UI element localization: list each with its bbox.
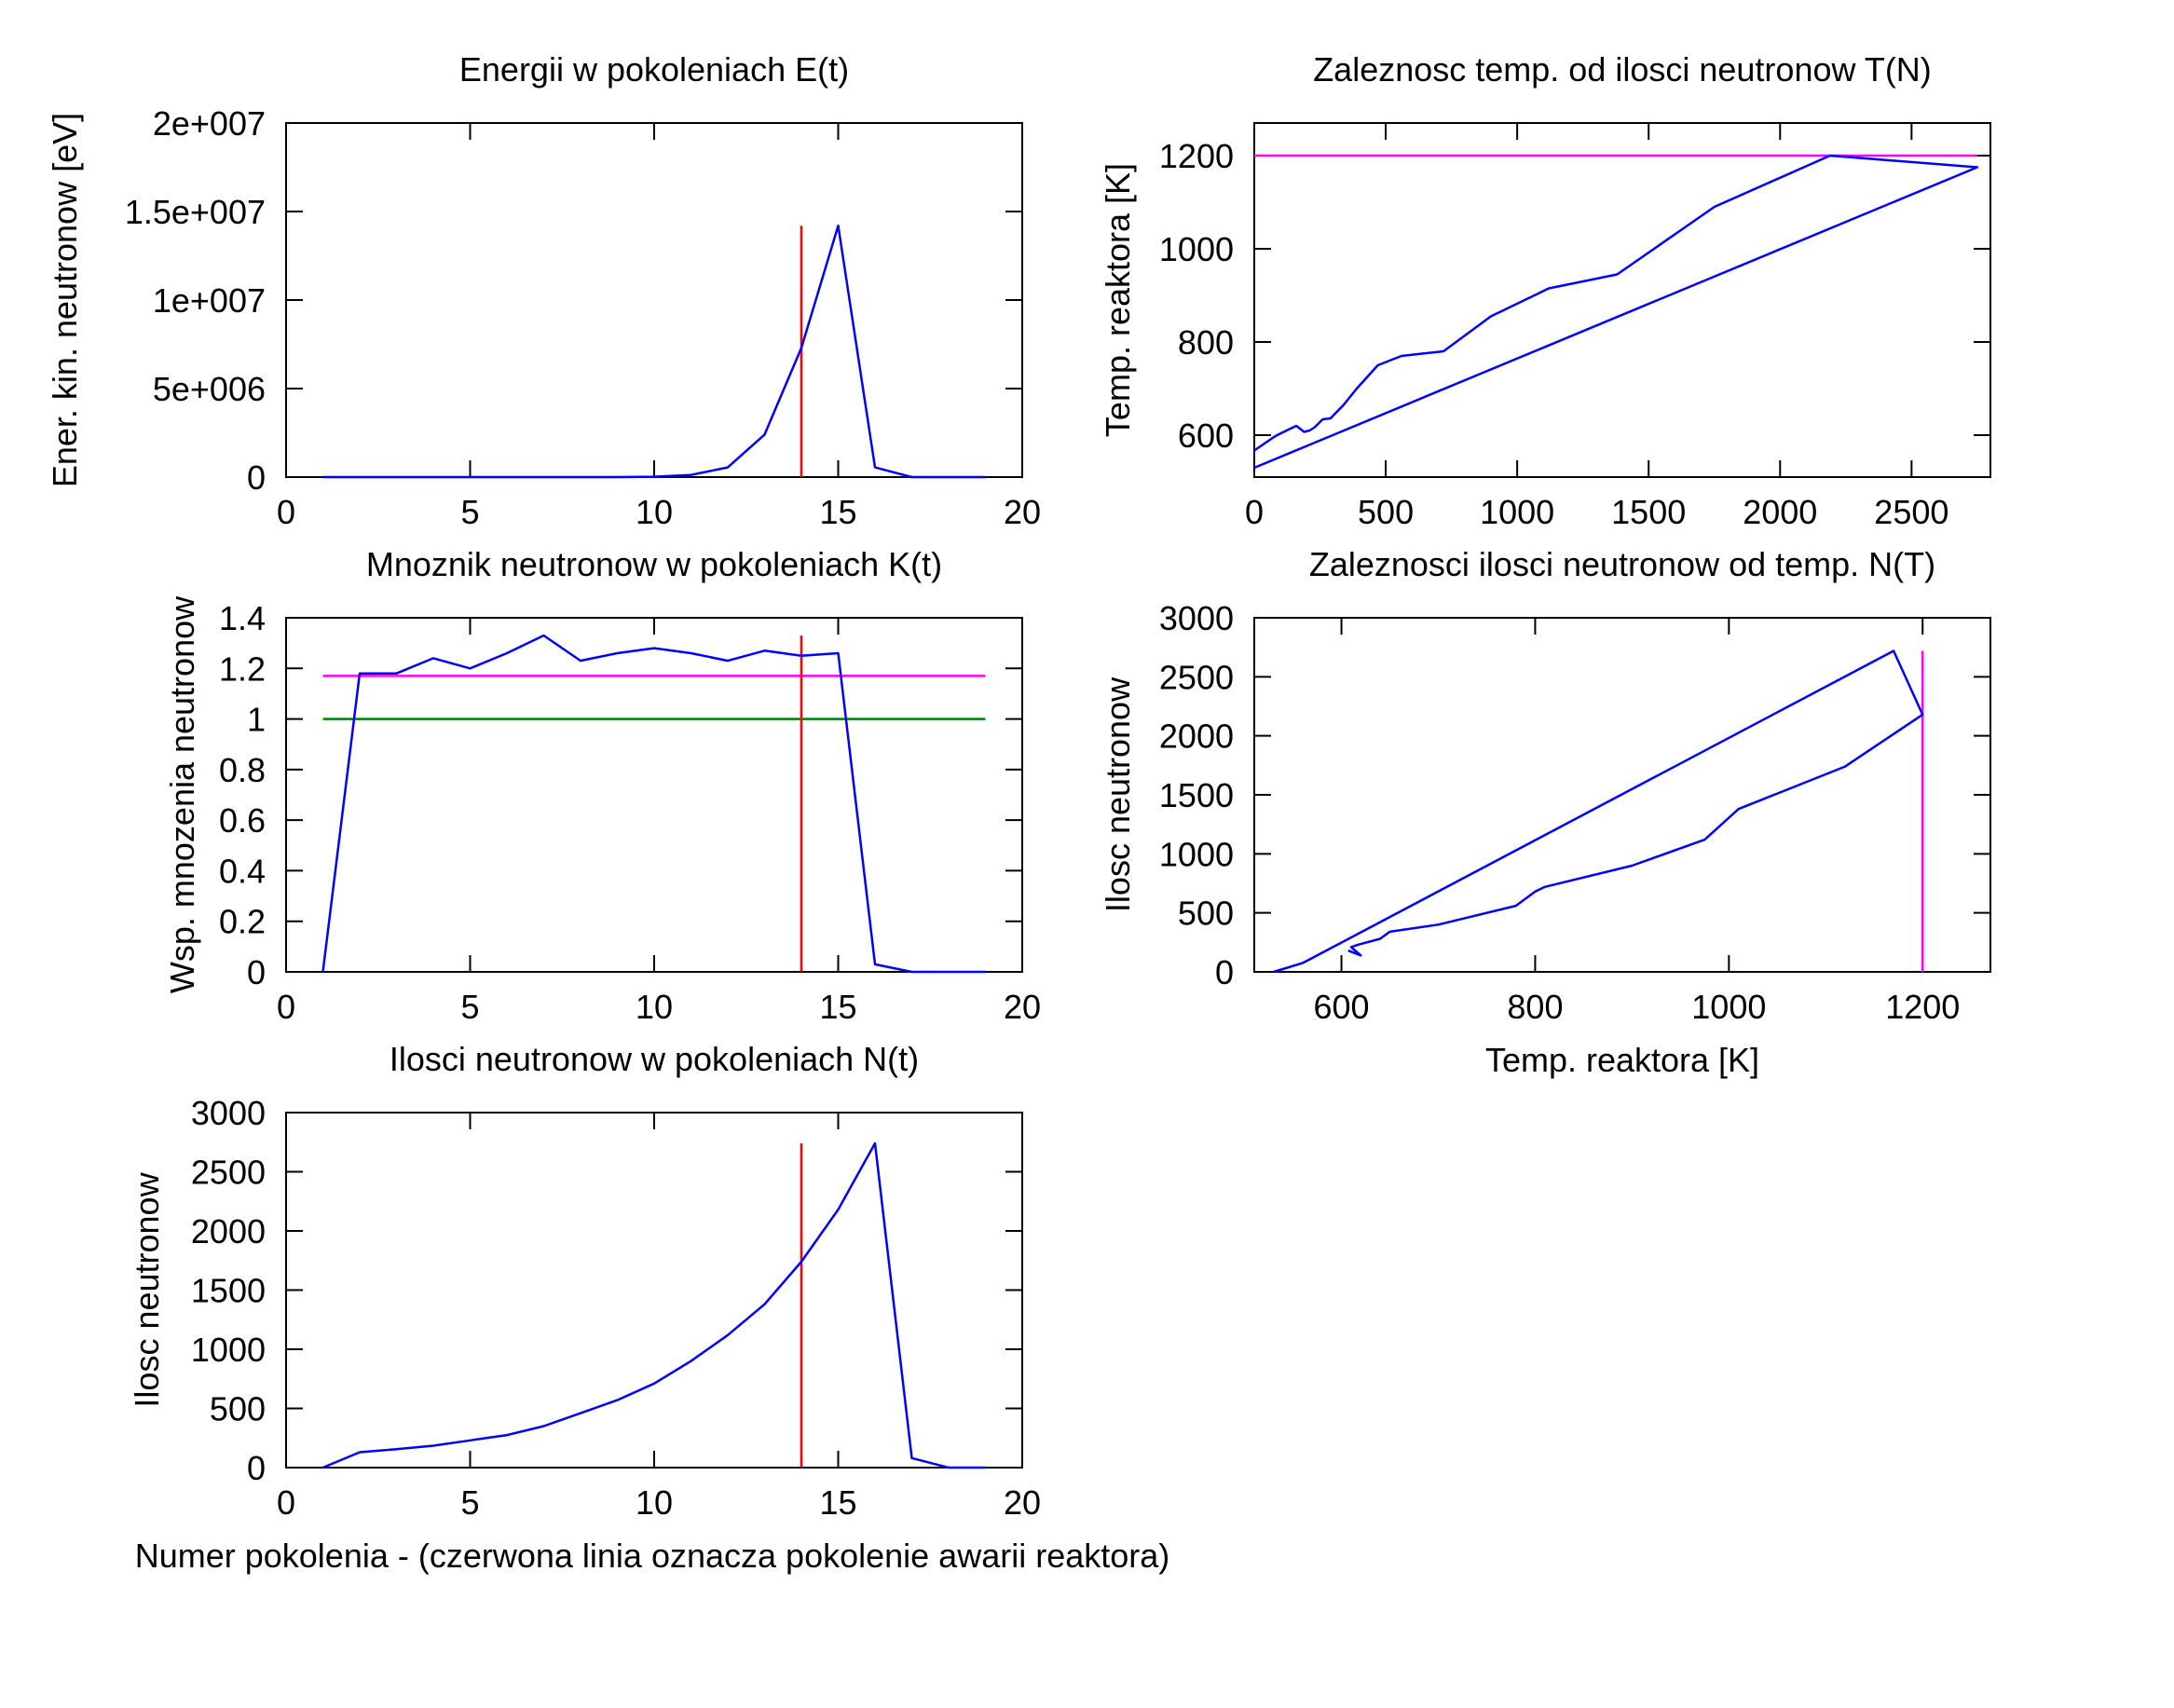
y-tick-label: 1000 <box>1159 230 1234 268</box>
plot-title: Energii w pokoleniach E(t) <box>459 50 849 89</box>
x-tick-label: 5 <box>460 988 479 1026</box>
x-tick-label: 800 <box>1507 988 1563 1026</box>
x-tick-label: 10 <box>636 988 673 1026</box>
x-tick-label: 20 <box>1004 1483 1041 1522</box>
y-tick-label: 0.4 <box>219 852 266 890</box>
y-tick-label: 0 <box>247 953 266 991</box>
x-tick-label: 2000 <box>1743 493 1817 531</box>
plot-frame <box>285 122 1023 478</box>
x-tick-label: 15 <box>819 988 856 1026</box>
y-tick-label: 2500 <box>1159 658 1234 696</box>
y-tick-label: 1.4 <box>219 599 266 637</box>
y-axis-label: Ener. kin. neutronow [eV] <box>46 113 84 487</box>
y-tick-label: 1200 <box>1159 137 1234 175</box>
series-line <box>1273 649 1924 974</box>
y-tick-label: 600 <box>1178 417 1234 455</box>
x-tick-label: 15 <box>819 493 856 531</box>
y-tick-label: 1500 <box>1159 776 1234 814</box>
y-tick-label: 1000 <box>1159 835 1234 873</box>
x-tick-label: 600 <box>1314 988 1370 1026</box>
x-tick-label: 10 <box>636 1483 673 1522</box>
x-tick-label: 20 <box>1004 988 1041 1026</box>
x-tick-label: 1500 <box>1611 493 1686 531</box>
y-tick-label: 1e+007 <box>153 281 266 320</box>
x-tick-label: 5 <box>460 1483 479 1522</box>
x-tick-label: 1000 <box>1480 493 1554 531</box>
y-tick-label: 3000 <box>1159 599 1234 637</box>
y-tick-label: 5e+006 <box>153 370 266 408</box>
series-line <box>321 634 986 974</box>
y-tick-label: 800 <box>1178 323 1234 362</box>
x-tick-label: 0 <box>277 1483 295 1522</box>
plot-title: Zaleznosci ilosci neutronow od temp. N(T… <box>1309 545 1935 583</box>
x-tick-label: 1200 <box>1885 988 1960 1026</box>
y-tick-label: 1000 <box>191 1331 266 1369</box>
x-tick-label: 5 <box>460 493 479 531</box>
y-tick-label: 0.8 <box>219 751 266 789</box>
y-tick-label: 0 <box>1215 953 1234 991</box>
y-tick-label: 2000 <box>1159 717 1234 756</box>
energy-plot: Energii w pokoleniach E(t) 0 5 10 15 20 0 5e+00… <box>46 50 1041 531</box>
plot-title: Zaleznosc temp. od ilosci neutronow T(N) <box>1313 50 1932 89</box>
count-plot: Ilosci neutronow w pokoleniach N(t) 0 5 10 1… <box>128 1040 1041 1522</box>
series-line <box>1253 154 1979 470</box>
y-tick-label: 500 <box>1178 895 1234 933</box>
y-tick-label: 500 <box>210 1390 266 1428</box>
plot-title: Mnoznik neutronow w pokoleniach K(t) <box>366 545 942 583</box>
x-tick-label: 1000 <box>1691 988 1766 1026</box>
x-tick-label: 10 <box>636 493 673 531</box>
y-tick-label: 1.2 <box>219 649 266 688</box>
y-tick-label: 1.5e+007 <box>125 193 266 231</box>
series-line <box>322 1141 986 1469</box>
plot-frame <box>285 1112 1023 1469</box>
multiplier-plot: Mnoznik neutronow w pokoleniach K(t)0 5 10… <box>163 545 1041 1026</box>
temp_vs_n-plot: Zaleznosc temp. od ilosci neutronow T(N)… <box>1099 50 1991 531</box>
x-axis-label: Temp. reaktora [K] <box>1485 1041 1759 1079</box>
y-tick-label: 3000 <box>191 1094 266 1132</box>
y-tick-label: 2000 <box>191 1212 266 1250</box>
x-tick-label: 0 <box>1245 493 1264 531</box>
y-axis-label: Ilosc neutronow <box>128 1171 166 1407</box>
plot-frame <box>285 617 1023 973</box>
y-tick-label: 1 <box>247 701 266 739</box>
y-axis-label: Wsp. mnozenia neutronow <box>163 595 201 993</box>
y-tick-label: 2500 <box>191 1154 266 1192</box>
y-axis-label: Temp. reaktora [K] <box>1099 163 1137 437</box>
y-tick-label: 1500 <box>191 1272 266 1310</box>
y-axis-label: Ilosc neutronow <box>1099 676 1137 912</box>
y-tick-label: 2e+007 <box>153 104 266 143</box>
x-tick-label: 2500 <box>1874 493 1948 531</box>
y-tick-label: 0.2 <box>219 903 266 941</box>
x-tick-label: 15 <box>819 1483 856 1522</box>
y-tick-label: 0 <box>247 458 266 497</box>
y-tick-label: 0.6 <box>219 801 266 840</box>
x-tick-label: 0 <box>277 493 295 531</box>
y-tick-label: 0 <box>247 1449 266 1487</box>
figure-footnote: Numer pokolenia - (czerwona linia oznacz… <box>135 1537 1170 1575</box>
x-tick-label: 500 <box>1358 493 1414 531</box>
series-line <box>322 224 986 479</box>
x-tick-label: 20 <box>1004 493 1041 531</box>
n_vs_temp-plot: Zaleznosci ilosci neutronow od temp. N(T… <box>1099 545 1991 1079</box>
x-tick-label: 0 <box>277 988 295 1026</box>
plot-frame <box>1253 122 1991 478</box>
plot-title: Ilosci neutronow w pokoleniach N(t) <box>390 1040 919 1078</box>
